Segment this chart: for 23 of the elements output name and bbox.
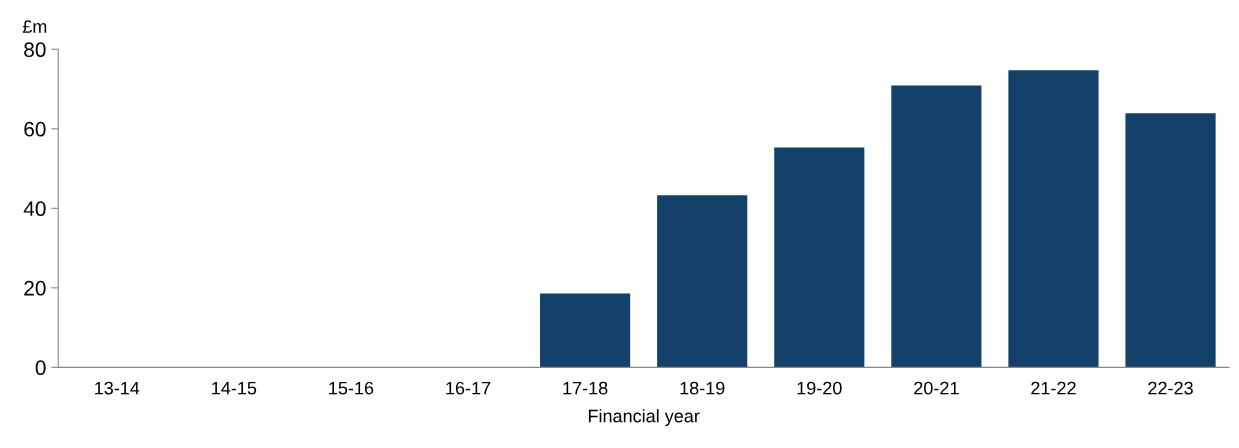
x-tick-label: 17-18 [563, 381, 608, 395]
bar [540, 293, 631, 368]
y-tick-label: 80 [24, 42, 46, 58]
x-tick-label: 15-16 [329, 381, 374, 395]
x-tick-label: 22-23 [1148, 381, 1193, 395]
bar [657, 195, 748, 368]
y-axis-title: £m [22, 20, 47, 33]
x-tick-label: 13-14 [95, 381, 140, 395]
x-axis-title: Financial year [588, 409, 700, 427]
y-tick-label: 0 [35, 360, 46, 376]
bar [774, 147, 865, 368]
x-tick-label: 14-15 [212, 381, 257, 395]
bar [891, 85, 982, 368]
x-tick-label: 21-22 [1031, 381, 1076, 395]
x-tick-label: 18-19 [680, 381, 725, 395]
y-tick-label: 20 [24, 280, 46, 296]
x-tick-label: 19-20 [797, 381, 842, 395]
x-tick-label: 20-21 [914, 381, 959, 395]
y-tick-label: 40 [23, 201, 46, 217]
bar [1125, 113, 1216, 368]
y-tick-label: 60 [24, 121, 46, 137]
x-tick-label: 16-17 [446, 381, 491, 395]
bar [1008, 70, 1099, 368]
